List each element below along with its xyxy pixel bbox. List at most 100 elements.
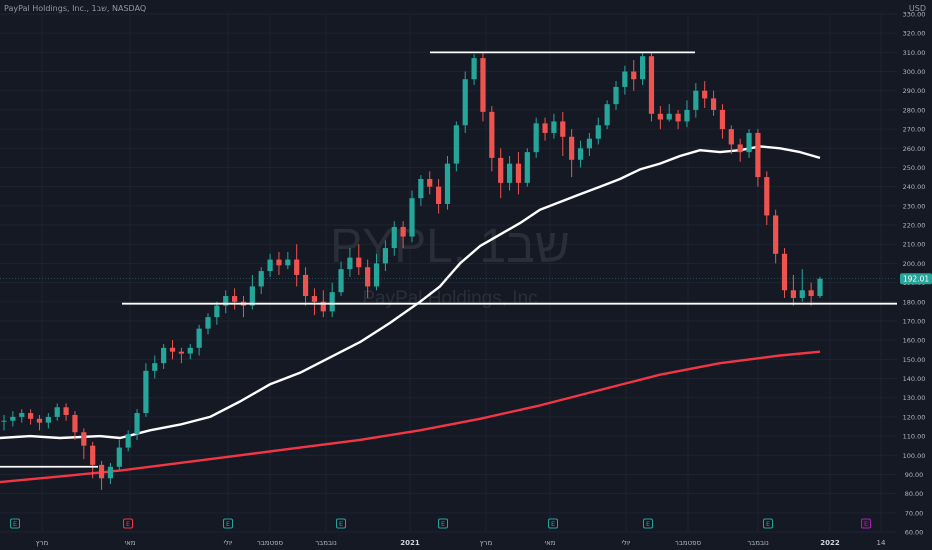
candle-body [143,370,149,414]
candle-body [506,163,513,183]
candle-body [36,418,43,423]
candle-up [267,253,273,277]
price-tick-label: 160.00 [903,337,926,345]
candle-down [311,288,318,316]
candle-body [19,413,25,417]
earnings-event-marker[interactable]: E [763,518,773,529]
earnings-event-marker[interactable]: E [10,518,20,529]
candle-down [808,282,814,306]
price-tick-label: 90.00 [905,471,924,479]
earnings-event-marker[interactable]: E [861,518,871,529]
candle-up [817,276,823,298]
last-price-badge [900,273,932,285]
candle-down [560,111,566,156]
candle-body [400,226,406,237]
currency-label: USD [908,4,926,13]
candle-body [54,407,60,417]
candle-body [90,445,96,465]
price-tick-label: 70.00 [905,509,924,517]
candle-up [684,100,690,128]
candle-down [498,148,504,199]
candle-up [116,439,122,471]
candle-down [98,461,105,490]
candle-up [205,313,211,335]
candle-body [72,414,78,433]
candle-up [471,54,477,85]
candle-body [453,125,459,164]
candle-up [746,129,752,158]
support-resistance-lines[interactable] [0,51,897,468]
moving-average-slow [0,350,821,484]
candle-body [214,305,220,318]
earnings-event-box [548,518,558,529]
candle-body [480,58,486,112]
time-axis[interactable]: מרץ מאי יולי ספטמבר נובמבר 2021 מרץ מאי יולי ספטמ… [36,539,886,547]
candle-up [640,52,646,85]
candle-body [764,177,770,216]
candle-down [737,138,743,162]
candle-body [719,109,726,130]
candle-body [347,257,353,270]
earnings-event-marker[interactable]: E [223,518,233,529]
candle-body [542,123,548,133]
price-tick-label: 120.00 [903,413,926,421]
candle-down [178,347,184,364]
candle-up [19,409,25,423]
candle-body [533,123,539,153]
candle-up [285,251,291,270]
earnings-event-letter: E [551,520,555,528]
candle-body [356,257,362,268]
candle-up [161,343,167,369]
earnings-event-marker[interactable]: E [438,518,448,529]
candle-down [356,244,362,275]
candle-body [391,226,397,249]
price-tick-label: 270.00 [903,126,926,134]
candle-body [640,56,646,80]
time-tick-label: נובמבר [315,539,337,547]
symbol-header: PayPal Holdings, Inc., 1שב, NASDAQ [4,4,147,13]
candle-down [631,60,637,91]
earnings-event-marker[interactable]: E [336,518,346,529]
candle-up [409,190,415,243]
candle-down [764,171,770,226]
candle-down [710,90,717,116]
candle-up [533,117,539,158]
candle-body [613,86,619,105]
candle-up [54,403,60,421]
earnings-event-box [643,518,653,529]
candle-body [63,407,69,415]
candle-down [790,274,796,306]
candle-body [28,413,34,419]
candle-down [719,104,726,139]
candle-up [524,148,530,187]
candle-body [666,113,672,120]
candle-down [657,106,663,130]
earnings-event-marker[interactable]: E [123,518,133,529]
candle-body [365,267,371,287]
earnings-event-marker[interactable]: E [643,518,653,529]
earnings-event-letter: E [339,520,343,528]
candle-up [125,430,131,452]
earnings-event-box [763,518,773,529]
symbol-watermark: PYPL, 1שב PayPal Holdings, Inc [330,220,570,309]
earnings-event-letter: E [864,520,868,528]
candle-body [98,464,105,479]
candle-body [799,290,805,298]
grid-lines [0,13,897,533]
earnings-event-letter: E [226,520,230,528]
candle-body [773,215,779,254]
candle-up [10,411,16,427]
earnings-event-letter: E [646,520,650,528]
candle-body [285,259,291,266]
candle-up [551,113,557,139]
earnings-event-letter: E [13,520,17,528]
time-tick-label: 2021 [400,539,420,547]
time-tick-label: ספטמבר [257,539,284,547]
earnings-event-marker[interactable]: E [548,518,558,529]
candle-down [781,248,788,298]
candle-down [90,441,96,479]
candle-body [684,109,690,122]
earnings-event-box [438,518,448,529]
